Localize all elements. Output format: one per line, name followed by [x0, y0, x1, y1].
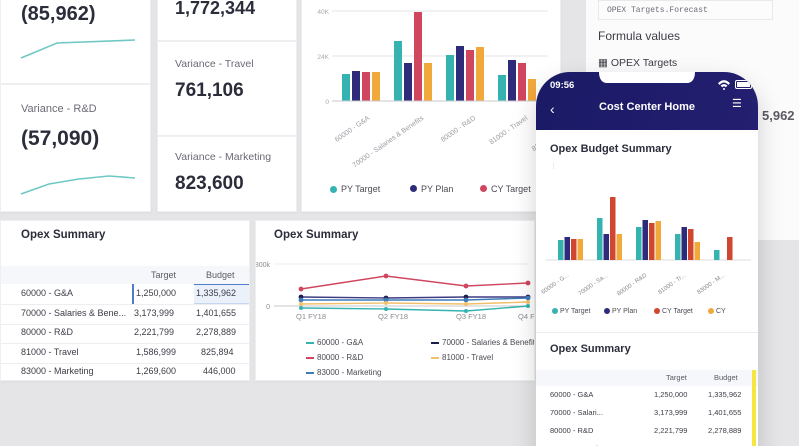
svg-text:80000 - R&D: 80000 - R&D: [440, 115, 477, 144]
svg-text:80000 - R&D: 80000 - R&D: [616, 272, 648, 297]
svg-text:Q3 FY18: Q3 FY18: [456, 312, 486, 321]
svg-text:60000 - G...: 60000 - G...: [541, 273, 571, 296]
svg-text:40K: 40K: [317, 9, 329, 16]
svg-text:83000 - M...: 83000 - M...: [696, 273, 726, 296]
svg-text:70000 - Sa...: 70000 - Sa...: [578, 273, 610, 298]
svg-text:Q2 FY18: Q2 FY18: [378, 312, 408, 321]
svg-text:24K: 24K: [317, 54, 329, 61]
svg-text:81000 - Tr...: 81000 - Tr...: [657, 273, 687, 296]
svg-text:Q1 FY18: Q1 FY18: [296, 312, 326, 321]
svg-text:0: 0: [266, 304, 270, 311]
svg-text:Q4 FY: Q4 FY: [518, 312, 535, 321]
svg-text:0: 0: [325, 99, 329, 106]
svg-text:60000 - G&A: 60000 - G&A: [334, 115, 371, 144]
svg-text:81000 - Travel: 81000 - Travel: [488, 115, 529, 147]
svg-text:800k: 800k: [256, 262, 270, 269]
